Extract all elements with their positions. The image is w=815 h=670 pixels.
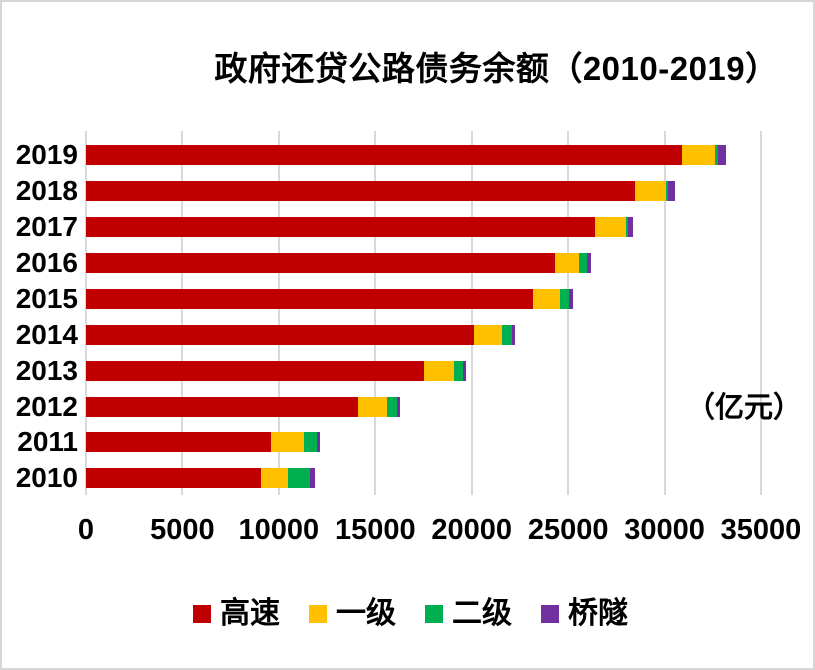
bar-segment-2011 xyxy=(303,432,318,453)
legend-label: 桥隧 xyxy=(568,597,628,630)
bar-segment-2012 xyxy=(386,396,397,417)
bar-segment-2013 xyxy=(462,360,466,381)
legend-item: 桥隧 xyxy=(541,598,628,630)
bar-segment-2010 xyxy=(288,468,311,489)
y-axis-label: 2012 xyxy=(15,390,78,422)
bar-segment-2010 xyxy=(260,468,289,489)
bar-row-2019 xyxy=(86,145,726,165)
axis-unit-label: （亿元） xyxy=(686,392,803,424)
bar-segment-2017 xyxy=(627,216,633,237)
x-tick-label: 15000 xyxy=(334,514,416,546)
bar-segment-2014 xyxy=(512,324,516,345)
bar-segment-2018 xyxy=(668,180,676,201)
bar-segment-2018 xyxy=(665,180,669,201)
bar-segment-2014 xyxy=(86,324,474,345)
x-tick-label: 0 xyxy=(77,514,95,546)
bar-segment-2015 xyxy=(568,288,573,309)
y-axis-label: 2010 xyxy=(15,462,78,494)
bar-segment-2014 xyxy=(473,324,502,345)
bar-row-2016 xyxy=(86,252,591,273)
y-axis-label: 2018 xyxy=(15,174,78,206)
bar-segment-2014 xyxy=(501,324,513,345)
bar-segment-2019 xyxy=(714,145,718,165)
x-tick-label: 10000 xyxy=(238,514,320,546)
legend-item: 二级 xyxy=(425,598,512,630)
chart-title: 政府还贷公路债务余额（2010-2019） xyxy=(214,50,779,87)
legend-label: 一级 xyxy=(336,597,396,630)
gridline xyxy=(663,131,666,495)
bar-segment-2016 xyxy=(86,252,555,273)
legend-swatch-icon xyxy=(193,605,211,623)
legend: 高速 一级 二级 桥隧 xyxy=(8,598,813,630)
y-axis-label: 2011 xyxy=(17,426,78,458)
gridline xyxy=(470,131,473,495)
bar-segment-2019 xyxy=(681,145,715,165)
bar-segment-2013 xyxy=(453,360,463,381)
y-axis-label: 2014 xyxy=(15,318,78,350)
gridline xyxy=(85,131,87,495)
legend-swatch-icon xyxy=(425,605,443,623)
bar-row-2010 xyxy=(86,468,315,489)
bar-segment-2010 xyxy=(86,468,261,489)
y-axis-label: 2017 xyxy=(15,210,78,242)
bar-segment-2012 xyxy=(86,396,358,417)
legend-label: 高速 xyxy=(220,597,280,630)
gridline xyxy=(760,131,762,495)
bar-segment-2016 xyxy=(587,252,591,273)
bar-row-2018 xyxy=(86,180,676,201)
bar-segment-2011 xyxy=(271,432,304,453)
x-tick-label: 25000 xyxy=(527,514,609,546)
bar-segment-2013 xyxy=(424,360,454,381)
bar-segment-2012 xyxy=(396,396,400,417)
gridline xyxy=(181,131,184,495)
bar-segment-2015 xyxy=(533,288,561,309)
x-tick-label: 30000 xyxy=(624,514,705,546)
bar-row-2011 xyxy=(86,432,321,453)
bar-row-2012 xyxy=(86,396,400,417)
bar-segment-2019 xyxy=(717,145,726,165)
y-axis-label: 2013 xyxy=(15,354,78,386)
bar-row-2015 xyxy=(86,288,573,309)
bar-segment-2017 xyxy=(625,216,628,237)
bar-segment-2017 xyxy=(86,216,596,237)
legend-label: 二级 xyxy=(452,597,512,630)
legend-item: 一级 xyxy=(309,598,396,630)
bar-row-2013 xyxy=(86,360,466,381)
y-axis-label: 2015 xyxy=(15,282,78,314)
gridline xyxy=(567,131,570,495)
bar-segment-2018 xyxy=(86,180,635,201)
bar-segment-2011 xyxy=(317,432,321,453)
bar-segment-2016 xyxy=(579,252,588,273)
x-tick-label: 5000 xyxy=(150,514,215,546)
x-tick-label: 20000 xyxy=(431,514,513,546)
gridline xyxy=(374,131,377,495)
legend-swatch-icon xyxy=(541,605,559,623)
bar-segment-2013 xyxy=(86,360,425,381)
bar-segment-2016 xyxy=(554,252,580,273)
bar-segment-2019 xyxy=(86,145,682,165)
gridline xyxy=(277,131,280,495)
legend-swatch-icon xyxy=(309,605,327,623)
bar-segment-2010 xyxy=(310,468,315,489)
plot-area xyxy=(85,131,798,495)
bar-segment-2017 xyxy=(595,216,626,237)
legend-item: 高速 xyxy=(193,598,280,630)
x-tick-label: 35000 xyxy=(720,514,802,546)
y-axis-label: 2019 xyxy=(15,139,78,170)
bar-segment-2018 xyxy=(634,180,666,201)
bar-segment-2015 xyxy=(86,288,534,309)
y-axis-label: 2016 xyxy=(15,246,78,278)
bar-row-2017 xyxy=(86,216,633,237)
bar-segment-2011 xyxy=(86,432,272,453)
bar-row-2014 xyxy=(86,324,516,345)
bar-segment-2015 xyxy=(560,288,569,309)
bar-segment-2012 xyxy=(357,396,387,417)
